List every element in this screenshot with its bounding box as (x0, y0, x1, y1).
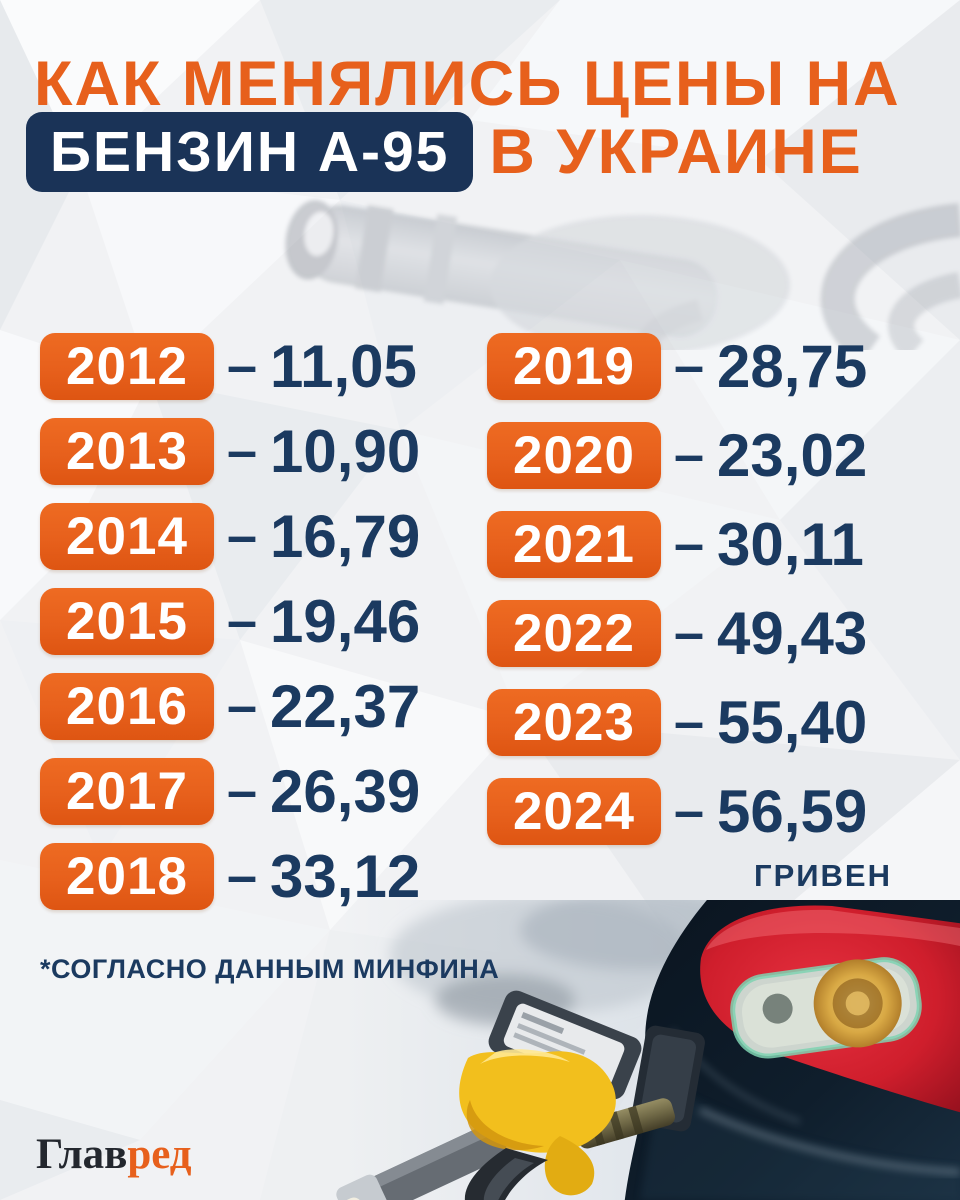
price-value: 28,75 (717, 333, 868, 400)
price-value: 16,79 (270, 503, 421, 570)
dash-separator: – (227, 506, 258, 566)
price-value: 56,59 (717, 778, 868, 845)
dash-separator: – (674, 781, 705, 841)
dash-separator: – (227, 591, 258, 651)
price-value: 55,40 (717, 689, 868, 756)
price-column-left: 2012 – 11,05 2013 – 10,90 2014 – 16,79 2… (40, 332, 420, 927)
title-line-2-rest: В УКРАИНЕ (489, 117, 863, 187)
price-value: 11,05 (270, 333, 417, 400)
dash-separator: – (674, 514, 705, 574)
title-line-1: КАК МЕНЯЛИСЬ ЦЕНЫ НА (34, 49, 901, 119)
price-row-2019: 2019 – 28,75 (487, 332, 894, 401)
year-badge: 2017 (40, 758, 214, 825)
dash-separator: – (227, 846, 258, 906)
year-badge: 2024 (487, 778, 661, 845)
price-value: 26,39 (270, 758, 421, 825)
logo-part-dark: Глав (36, 1131, 128, 1178)
price-row-2023: 2023 – 55,40 (487, 688, 894, 757)
dash-separator: – (674, 336, 705, 396)
year-badge: 2012 (40, 333, 214, 400)
price-row-2016: 2016 – 22,37 (40, 672, 420, 741)
price-column-right: 2019 – 28,75 2020 – 23,02 2021 – 30,11 2… (487, 332, 894, 894)
year-badge: 2015 (40, 588, 214, 655)
price-row-2013: 2013 – 10,90 (40, 417, 420, 486)
year-badge: 2014 (40, 503, 214, 570)
price-row-2012: 2012 – 11,05 (40, 332, 420, 401)
price-value: 10,90 (270, 418, 421, 485)
price-row-2021: 2021 – 30,11 (487, 510, 894, 579)
logo-part-orange: ред (127, 1131, 192, 1178)
price-value: 30,11 (717, 511, 864, 578)
title-line-2: БЕНЗИН А-95 В УКРАИНЕ (26, 112, 863, 192)
year-badge: 2021 (487, 511, 661, 578)
price-value: 19,46 (270, 588, 421, 655)
year-badge: 2023 (487, 689, 661, 756)
dash-separator: – (227, 761, 258, 821)
price-row-2017: 2017 – 26,39 (40, 757, 420, 826)
price-row-2020: 2020 – 23,02 (487, 421, 894, 490)
price-value: 23,02 (717, 422, 868, 489)
year-badge: 2022 (487, 600, 661, 667)
dash-separator: – (674, 425, 705, 485)
dash-separator: – (674, 603, 705, 663)
title-highlight-pill: БЕНЗИН А-95 (26, 112, 474, 192)
price-value: 33,12 (270, 843, 421, 910)
dash-separator: – (227, 421, 258, 481)
price-row-2018: 2018 – 33,12 (40, 842, 420, 911)
top-photo-illustration (285, 200, 960, 350)
year-badge: 2020 (487, 422, 661, 489)
price-row-2022: 2022 – 49,43 (487, 599, 894, 668)
price-value: 49,43 (717, 600, 868, 667)
glavred-logo: Главред (36, 1130, 192, 1179)
price-row-2015: 2015 – 19,46 (40, 587, 420, 656)
year-badge: 2013 (40, 418, 214, 485)
price-value: 22,37 (270, 673, 421, 740)
year-badge: 2019 (487, 333, 661, 400)
price-row-2014: 2014 – 16,79 (40, 502, 420, 571)
dash-separator: – (674, 692, 705, 752)
price-row-2024: 2024 – 56,59 (487, 777, 894, 846)
year-badge: 2016 (40, 673, 214, 740)
dash-separator: – (227, 336, 258, 396)
year-badge: 2018 (40, 843, 214, 910)
currency-label: ГРИВЕН (754, 858, 892, 893)
footnote: *СОГЛАСНО ДАННЫМ МИНФИНА (40, 954, 500, 984)
dash-separator: – (227, 676, 258, 736)
